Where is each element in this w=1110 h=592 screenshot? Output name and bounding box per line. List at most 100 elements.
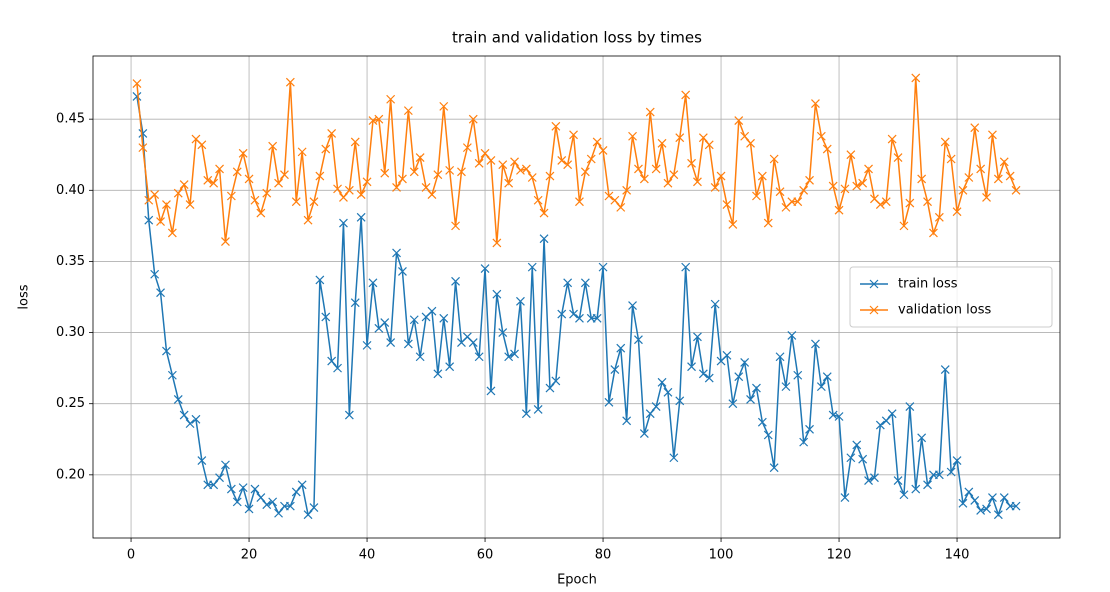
chart-title: train and validation loss by times bbox=[452, 29, 702, 47]
data-point bbox=[409, 315, 419, 325]
data-point bbox=[604, 397, 614, 407]
data-point bbox=[156, 288, 165, 298]
data-point bbox=[409, 167, 419, 177]
data-point bbox=[433, 369, 443, 379]
data-point bbox=[958, 498, 968, 508]
data-point bbox=[551, 121, 561, 131]
data-point bbox=[274, 178, 283, 188]
data-point bbox=[864, 164, 873, 174]
data-point bbox=[887, 134, 897, 144]
data-point bbox=[386, 338, 396, 347]
data-point bbox=[893, 476, 903, 485]
data-point bbox=[527, 262, 537, 272]
data-point bbox=[734, 116, 744, 126]
legend-label: train loss bbox=[898, 277, 958, 292]
data-point bbox=[917, 174, 927, 184]
data-point bbox=[285, 501, 295, 511]
data-point bbox=[215, 473, 224, 483]
data-point bbox=[309, 197, 319, 207]
data-point bbox=[498, 160, 508, 170]
data-point bbox=[793, 370, 803, 380]
data-point bbox=[864, 476, 873, 485]
data-point bbox=[545, 383, 555, 393]
data-point bbox=[799, 437, 809, 447]
data-point bbox=[639, 174, 649, 184]
data-point bbox=[687, 362, 696, 372]
data-point bbox=[344, 185, 354, 195]
data-point bbox=[451, 221, 460, 231]
data-point bbox=[569, 309, 578, 319]
data-point bbox=[598, 262, 608, 272]
data-point bbox=[976, 164, 986, 174]
legend-label: validation loss bbox=[898, 303, 991, 318]
data-point bbox=[415, 352, 425, 362]
data-point bbox=[905, 198, 915, 208]
data-point bbox=[681, 90, 691, 100]
data-point bbox=[498, 328, 508, 337]
data-point bbox=[268, 497, 278, 507]
data-point bbox=[675, 396, 685, 406]
data-point bbox=[940, 365, 950, 374]
data-point bbox=[398, 266, 407, 276]
data-point bbox=[173, 395, 183, 404]
data-point bbox=[752, 383, 761, 393]
data-point bbox=[162, 200, 171, 209]
data-point bbox=[344, 410, 354, 420]
data-point bbox=[993, 174, 1003, 184]
data-point bbox=[846, 453, 856, 463]
data-point bbox=[875, 200, 885, 209]
data-point bbox=[486, 155, 496, 165]
x-tick-label: 60 bbox=[477, 548, 494, 563]
data-point bbox=[875, 420, 885, 430]
data-point bbox=[746, 138, 755, 148]
data-point bbox=[628, 301, 637, 310]
y-tick-label: 0.20 bbox=[56, 467, 85, 482]
data-point bbox=[238, 148, 248, 158]
data-point bbox=[828, 181, 838, 191]
data-point bbox=[516, 165, 525, 175]
data-point bbox=[551, 376, 561, 386]
data-point bbox=[462, 143, 472, 153]
data-point bbox=[816, 382, 826, 392]
data-point bbox=[610, 195, 620, 205]
data-point bbox=[580, 278, 590, 288]
data-point bbox=[162, 346, 171, 356]
data-point bbox=[993, 510, 1003, 520]
data-point bbox=[539, 234, 549, 244]
data-point bbox=[563, 278, 573, 288]
data-point bbox=[952, 456, 962, 466]
data-point bbox=[622, 416, 632, 426]
data-point bbox=[840, 184, 850, 194]
data-point bbox=[988, 130, 997, 140]
data-point bbox=[427, 306, 437, 316]
data-point bbox=[256, 208, 266, 218]
data-point bbox=[427, 190, 437, 199]
data-point bbox=[781, 382, 791, 392]
data-point bbox=[763, 218, 773, 228]
data-point bbox=[510, 157, 519, 167]
data-point bbox=[221, 237, 230, 246]
y-tick-label: 0.40 bbox=[56, 183, 85, 198]
data-point bbox=[474, 352, 484, 362]
data-point bbox=[722, 200, 732, 209]
data-point bbox=[533, 195, 543, 205]
data-point bbox=[805, 175, 814, 185]
data-point bbox=[480, 264, 490, 273]
data-point bbox=[274, 508, 283, 518]
x-tick-label: 0 bbox=[127, 548, 135, 563]
data-point bbox=[380, 168, 390, 178]
data-point bbox=[386, 94, 396, 104]
data-point bbox=[934, 470, 944, 480]
data-point bbox=[232, 167, 242, 177]
x-tick-label: 80 bbox=[595, 548, 612, 563]
data-point bbox=[221, 460, 230, 470]
data-point bbox=[303, 510, 313, 520]
data-point bbox=[651, 164, 661, 174]
data-point bbox=[457, 167, 466, 177]
data-point bbox=[693, 332, 702, 342]
data-point bbox=[687, 158, 696, 168]
data-point bbox=[327, 356, 337, 366]
data-point bbox=[415, 153, 425, 163]
data-point bbox=[185, 419, 195, 429]
